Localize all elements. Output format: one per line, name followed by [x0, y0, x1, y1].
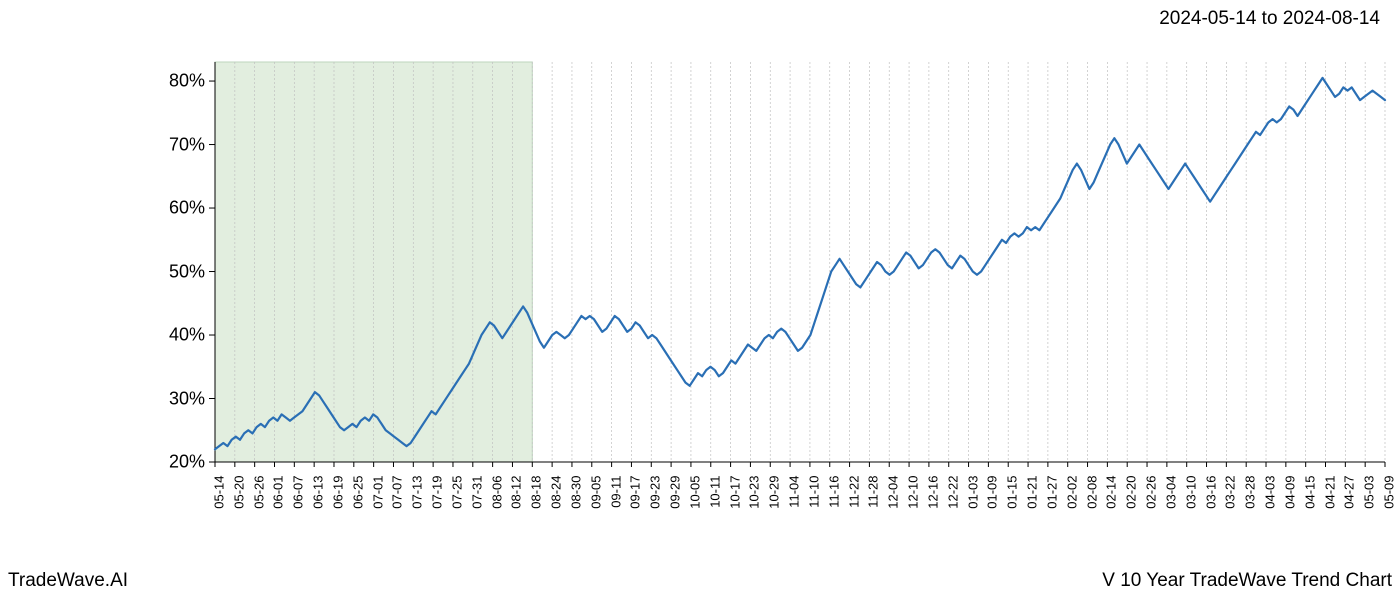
- x-tick-label: 03-10: [1183, 476, 1198, 509]
- x-tick-label: 04-21: [1322, 476, 1337, 509]
- x-tick-label: 01-15: [1005, 476, 1020, 509]
- y-tick-label: 80%: [169, 71, 205, 92]
- y-tick-label: 20%: [169, 452, 205, 473]
- x-tick-label: 07-01: [370, 476, 385, 509]
- x-tick-label: 01-09: [985, 476, 1000, 509]
- x-tick-label: 04-27: [1342, 476, 1357, 509]
- x-tick-label: 05-09: [1382, 476, 1397, 509]
- x-tick-label: 08-12: [509, 476, 524, 509]
- x-tick-label: 05-14: [212, 476, 227, 509]
- x-tick-label: 11-22: [846, 476, 861, 508]
- x-tick-label: 04-09: [1282, 476, 1297, 509]
- x-tick-label: 12-22: [945, 476, 960, 509]
- x-tick-label: 12-10: [906, 476, 921, 509]
- y-tick-label: 60%: [169, 198, 205, 219]
- x-tick-label: 10-23: [747, 476, 762, 509]
- chart-container: 2024-05-14 to 2024-08-14 TradeWave.AI V …: [0, 0, 1400, 600]
- chart-title: V 10 Year TradeWave Trend Chart: [1102, 570, 1392, 592]
- x-tick-label: 10-05: [687, 476, 702, 509]
- x-tick-label: 01-21: [1025, 476, 1040, 509]
- brand-label: TradeWave.AI: [8, 570, 128, 592]
- x-tick-label: 07-07: [390, 476, 405, 509]
- x-tick-label: 06-07: [291, 476, 306, 509]
- plot-area: 20%30%40%50%60%70%80%05-1405-2005-2606-0…: [215, 62, 1385, 462]
- y-tick-label: 30%: [169, 388, 205, 409]
- x-tick-label: 09-29: [668, 476, 683, 509]
- x-tick-label: 04-03: [1263, 476, 1278, 509]
- x-tick-label: 08-24: [549, 476, 564, 509]
- x-tick-label: 10-17: [727, 476, 742, 509]
- x-tick-label: 02-08: [1084, 476, 1099, 509]
- x-tick-label: 07-31: [469, 476, 484, 509]
- x-tick-label: 11-28: [866, 476, 881, 508]
- x-tick-label: 02-20: [1124, 476, 1139, 509]
- x-tick-label: 08-30: [568, 476, 583, 509]
- x-tick-label: 07-19: [430, 476, 445, 509]
- x-tick-label: 09-23: [648, 476, 663, 509]
- chart-svg: [215, 62, 1385, 462]
- x-tick-label: 07-25: [449, 476, 464, 509]
- x-tick-label: 11-16: [826, 476, 841, 508]
- x-tick-label: 03-16: [1203, 476, 1218, 509]
- x-tick-label: 03-22: [1223, 476, 1238, 509]
- x-tick-label: 11-10: [806, 476, 821, 508]
- x-tick-label: 04-15: [1302, 476, 1317, 509]
- x-tick-label: 12-04: [886, 476, 901, 509]
- x-tick-label: 09-05: [588, 476, 603, 509]
- x-tick-label: 12-16: [925, 476, 940, 509]
- x-tick-label: 03-04: [1163, 476, 1178, 509]
- x-tick-label: 02-26: [1144, 476, 1159, 509]
- x-tick-label: 06-19: [330, 476, 345, 509]
- y-tick-label: 70%: [169, 134, 205, 155]
- x-tick-label: 01-03: [965, 476, 980, 509]
- x-tick-label: 08-18: [529, 476, 544, 509]
- x-tick-label: 08-06: [489, 476, 504, 509]
- x-tick-label: 03-28: [1243, 476, 1258, 509]
- x-tick-label: 06-13: [311, 476, 326, 509]
- x-tick-label: 07-13: [410, 476, 425, 509]
- x-tick-label: 05-20: [231, 476, 246, 509]
- x-tick-label: 06-01: [271, 476, 286, 509]
- x-tick-label: 02-02: [1064, 476, 1079, 509]
- x-tick-label: 05-03: [1362, 476, 1377, 509]
- x-tick-label: 11-04: [787, 476, 802, 508]
- x-tick-label: 09-17: [628, 476, 643, 509]
- y-tick-label: 40%: [169, 325, 205, 346]
- x-tick-label: 10-29: [767, 476, 782, 509]
- x-tick-label: 10-11: [707, 476, 722, 508]
- x-tick-label: 09-11: [608, 476, 623, 508]
- x-tick-label: 05-26: [251, 476, 266, 509]
- x-tick-label: 02-14: [1104, 476, 1119, 509]
- x-tick-label: 06-25: [350, 476, 365, 509]
- date-range-label: 2024-05-14 to 2024-08-14: [1159, 8, 1380, 30]
- x-tick-label: 01-27: [1044, 476, 1059, 509]
- y-tick-label: 50%: [169, 261, 205, 282]
